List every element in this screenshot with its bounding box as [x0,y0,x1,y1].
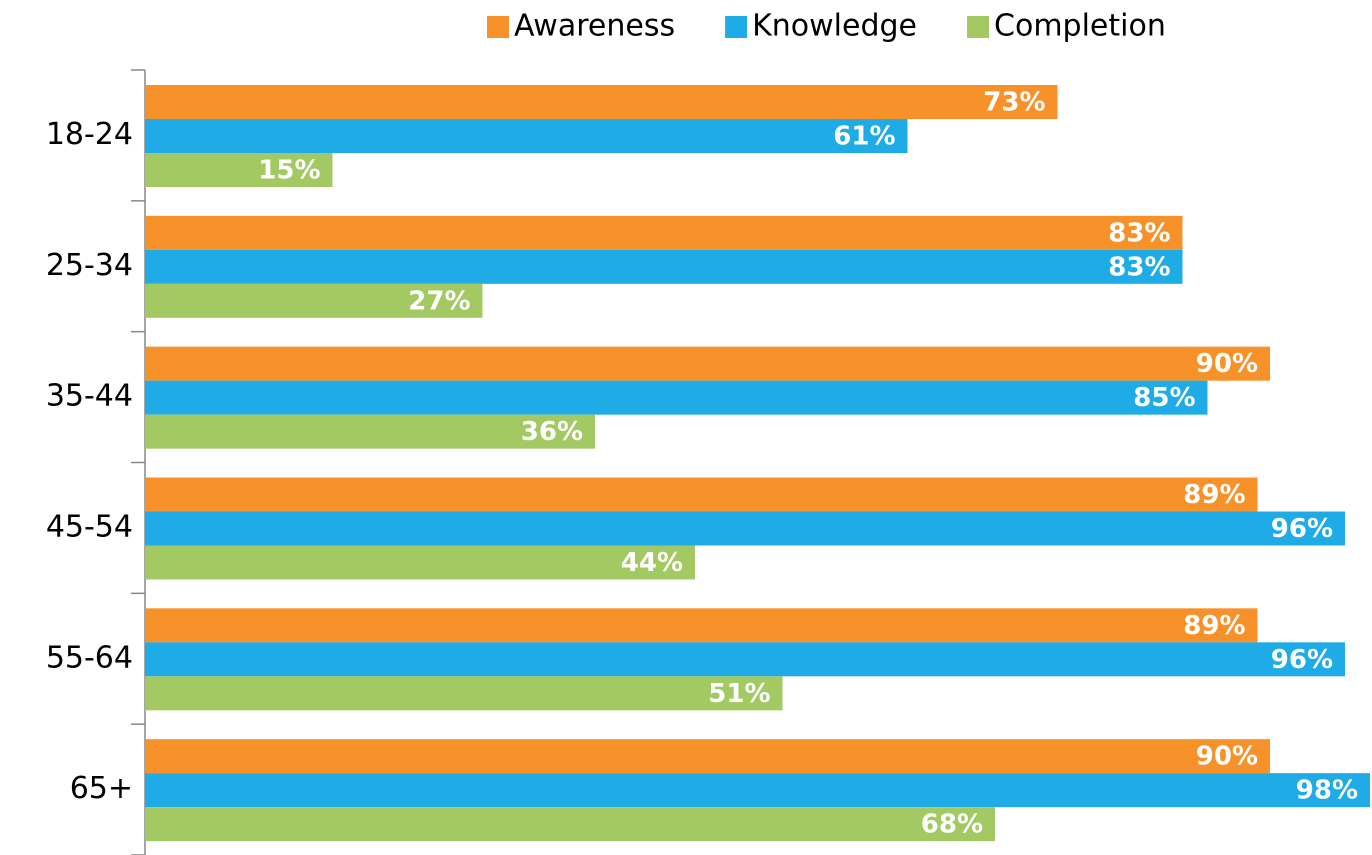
value-label: 27% [408,286,470,316]
bar [145,153,333,187]
y-tick-label: 45-54 [46,509,133,544]
bar [145,739,1270,774]
value-label: 89% [1183,611,1245,641]
value-label: 96% [1271,645,1333,675]
bar [145,642,1345,677]
value-label: 98% [1296,776,1358,806]
value-label: 90% [1196,349,1258,379]
value-label: 85% [1133,383,1195,413]
value-label: 15% [258,156,320,186]
y-tick-label: 35-44 [46,379,133,414]
value-label: 96% [1271,514,1333,544]
legend-label: Awareness [514,9,675,44]
y-tick-label: 55-64 [46,640,133,675]
value-label: 83% [1108,252,1170,282]
y-tick-label: 18-24 [46,117,133,152]
bar [145,773,1370,808]
bar [145,346,1270,381]
value-label: 89% [1183,480,1245,510]
bar [145,807,995,842]
value-label: 68% [921,810,983,840]
bar [145,215,1183,250]
legend-swatch [487,16,509,38]
bar [145,119,908,153]
bar [145,545,695,580]
value-label: 44% [621,548,683,578]
value-label: 51% [708,679,770,709]
legend-swatch [967,16,990,38]
value-label: 90% [1196,742,1258,772]
bar [145,283,483,318]
bar [145,85,1058,119]
value-label: 83% [1108,218,1170,248]
legend-label: Knowledge [752,9,917,44]
bar [145,511,1345,546]
bar [145,249,1183,284]
bar [145,477,1258,512]
y-tick-label: 25-34 [46,248,133,283]
bar [145,380,1208,415]
value-label: 36% [521,417,583,447]
legend-label: Completion [994,9,1166,44]
legend-swatch [725,16,748,38]
value-label: 73% [983,88,1045,118]
y-tick-label: 65+ [70,771,133,806]
bar [145,676,783,711]
value-label: 61% [833,122,895,152]
bar [145,608,1258,643]
bar [145,414,595,449]
